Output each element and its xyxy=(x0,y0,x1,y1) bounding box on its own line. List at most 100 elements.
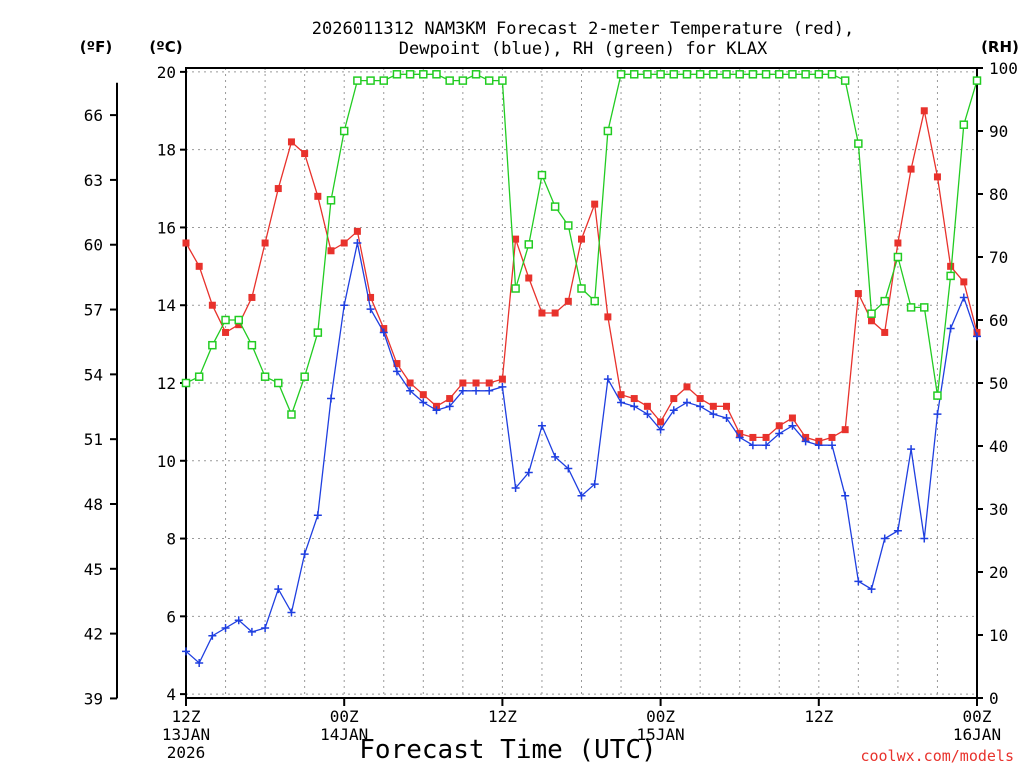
dewpoint-point xyxy=(419,398,428,407)
rh-point xyxy=(313,328,323,337)
dewpoint-point xyxy=(656,425,665,434)
x-tick-label: 16JAN xyxy=(953,725,1001,744)
temperature-point xyxy=(419,391,427,399)
x-tick-label: 00Z xyxy=(330,707,359,726)
rh-point xyxy=(709,70,718,79)
dewpoint-point xyxy=(867,585,876,594)
fahrenheit-tick-label: 39 xyxy=(84,689,103,708)
temperature-point xyxy=(657,418,665,426)
dewpoint-point xyxy=(327,394,336,403)
rh-point xyxy=(484,76,494,85)
dewpoint-point xyxy=(432,406,441,415)
celsius-tick-label: 20 xyxy=(157,63,176,82)
fahrenheit-tick-label: 45 xyxy=(84,560,103,579)
dewpoint-point xyxy=(709,410,718,419)
temperature-point xyxy=(933,173,941,181)
dewpoint-point xyxy=(313,511,322,520)
rh-point xyxy=(867,309,876,318)
fahrenheit-tick-label: 60 xyxy=(84,236,103,255)
temperature-point xyxy=(841,426,849,434)
celsius-tick-label: 12 xyxy=(157,374,176,393)
dewpoint-point xyxy=(392,367,401,376)
dewpoint-point xyxy=(366,305,375,314)
temperature-point xyxy=(643,402,651,410)
rh-point xyxy=(300,372,309,381)
rh-point xyxy=(339,126,349,136)
temperature-point xyxy=(591,200,599,208)
rh-point xyxy=(405,70,415,79)
temperature-point xyxy=(881,328,889,336)
rh-point xyxy=(656,70,665,79)
dewpoint-point xyxy=(221,624,230,632)
rh-tick-label: 60 xyxy=(989,311,1008,330)
fahrenheit-tick-label: 66 xyxy=(84,106,103,125)
rh-point xyxy=(537,170,547,180)
temperature-point xyxy=(287,138,295,146)
rh-point xyxy=(814,70,824,79)
dewpoint-point xyxy=(485,386,494,395)
temperature-point xyxy=(340,239,348,247)
temperature-point xyxy=(235,321,243,329)
temperature-point xyxy=(868,317,876,325)
x-tick-label: 00Z xyxy=(646,707,675,726)
rh-point xyxy=(880,296,889,306)
dewpoint-point xyxy=(643,410,652,419)
temperature-point xyxy=(762,433,770,441)
temperature-point xyxy=(551,309,559,317)
rh-tick-label: 50 xyxy=(989,374,1008,393)
rh-point xyxy=(933,391,942,400)
rh-point xyxy=(972,76,982,85)
x-tick-label: 12Z xyxy=(804,707,833,726)
dewpoint-point xyxy=(274,585,283,594)
rh-point xyxy=(854,139,863,148)
rh-tick-label: 0 xyxy=(989,689,999,708)
dewpoint-point xyxy=(353,239,362,247)
credit-label: coolwx.com/models xyxy=(860,747,1014,765)
fahrenheit-unit-label: (ºF) xyxy=(80,38,112,56)
dewpoint-point xyxy=(841,491,850,500)
dewpoint-point xyxy=(933,410,942,419)
temperature-point xyxy=(696,395,704,403)
dewpoint-point xyxy=(234,616,243,625)
temperature-point xyxy=(485,379,493,387)
rh-point xyxy=(353,76,362,85)
temperature-point xyxy=(854,290,862,298)
dewpoint-point xyxy=(814,441,823,450)
rh-point xyxy=(208,340,217,350)
temperature-point xyxy=(960,278,968,286)
temperature-point xyxy=(670,395,678,403)
grid-lines xyxy=(186,68,977,698)
x-tick-label: 13JAN xyxy=(162,725,210,744)
data-series xyxy=(181,70,982,667)
celsius-tick-label: 18 xyxy=(157,141,176,160)
rh-point xyxy=(722,70,731,79)
dewpoint-point xyxy=(208,631,217,640)
dewpoint-point xyxy=(827,441,836,450)
dewpoint-point xyxy=(669,406,678,415)
rh-point xyxy=(893,252,903,262)
temperature-point xyxy=(367,293,375,301)
rh-point xyxy=(603,126,613,136)
dewpoint-point xyxy=(590,480,599,489)
series-line-0 xyxy=(185,110,978,442)
temperature-point xyxy=(353,227,361,235)
temperature-point xyxy=(578,235,585,243)
celsius-tick-label: 14 xyxy=(157,296,176,315)
dewpoint-point xyxy=(801,437,810,446)
rh-point xyxy=(906,303,916,312)
rh-point xyxy=(458,76,468,85)
rh-point xyxy=(260,372,270,381)
rh-point xyxy=(326,196,336,205)
celsius-tick-label: 6 xyxy=(166,607,176,626)
dewpoint-point xyxy=(379,328,388,337)
dewpoint-point xyxy=(893,526,902,535)
dewpoint-point xyxy=(762,441,771,450)
rh-point xyxy=(181,378,191,388)
dewpoint-point xyxy=(722,414,731,422)
dewpoint-point xyxy=(788,421,797,430)
dewpoint-point xyxy=(630,402,639,411)
x-tick-label: 14JAN xyxy=(320,725,368,744)
x-axis-title: Forecast Time (UTC) xyxy=(359,735,656,765)
temperature-point xyxy=(512,235,520,243)
rh-point xyxy=(801,70,810,79)
